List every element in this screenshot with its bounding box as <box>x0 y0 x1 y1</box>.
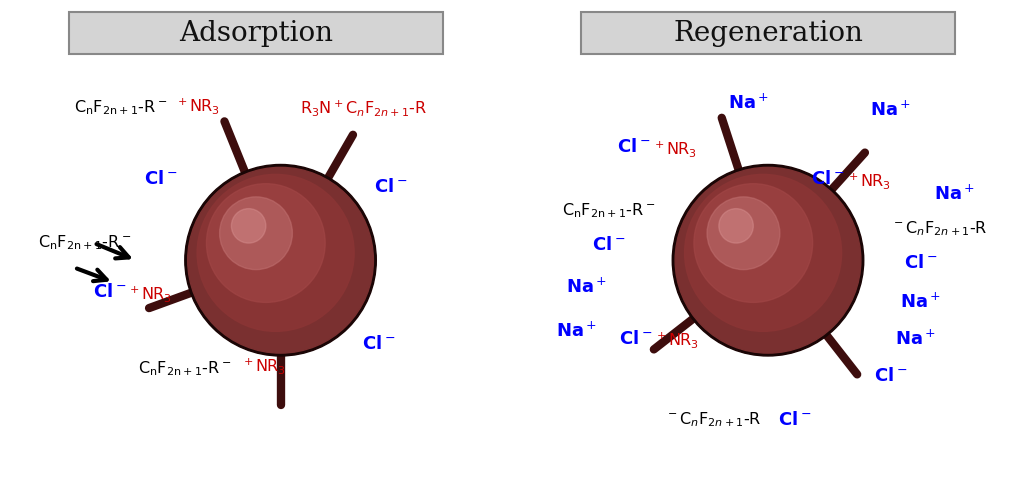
Text: Cl$^-$: Cl$^-$ <box>620 330 652 348</box>
Circle shape <box>672 164 864 356</box>
Text: Cl$^-$: Cl$^-$ <box>778 411 812 429</box>
Circle shape <box>694 184 813 302</box>
Text: Regeneration: Regeneration <box>673 20 863 47</box>
Circle shape <box>187 167 374 353</box>
Text: $\mathsf{C_nF_{2n+1}}$-R$^-$: $\mathsf{C_nF_{2n+1}}$-R$^-$ <box>75 99 168 117</box>
Text: $^+$NR$_3$: $^+$NR$_3$ <box>654 330 699 350</box>
Circle shape <box>184 164 376 356</box>
Text: Na$^+$: Na$^+$ <box>566 277 607 297</box>
Circle shape <box>198 174 354 331</box>
Text: Cl$^-$: Cl$^-$ <box>143 170 177 188</box>
Text: R$_3$N$^+$C$_n$F$_{2n+1}$-R: R$_3$N$^+$C$_n$F$_{2n+1}$-R <box>300 98 428 118</box>
Text: $^-$C$_n$F$_{2n+1}$-R: $^-$C$_n$F$_{2n+1}$-R <box>891 219 987 238</box>
Text: Na$^+$: Na$^+$ <box>900 292 941 312</box>
Text: Cl$^-$: Cl$^-$ <box>92 283 126 301</box>
Circle shape <box>685 174 842 331</box>
Text: Na$^+$: Na$^+$ <box>934 184 975 204</box>
Text: $^+$NR$_3$: $^+$NR$_3$ <box>651 139 696 159</box>
Text: $^+$NR$_3$: $^+$NR$_3$ <box>175 96 220 115</box>
Text: Na$^+$: Na$^+$ <box>870 101 911 120</box>
FancyBboxPatch shape <box>70 12 442 54</box>
Text: Adsorption: Adsorption <box>179 20 333 47</box>
Text: $^+$NR$_3$: $^+$NR$_3$ <box>846 171 891 191</box>
Text: Cl$^-$: Cl$^-$ <box>616 138 650 156</box>
FancyBboxPatch shape <box>582 12 954 54</box>
Circle shape <box>675 167 861 353</box>
Text: Na$^+$: Na$^+$ <box>895 329 936 349</box>
Text: Na$^+$: Na$^+$ <box>728 93 769 113</box>
Text: Cl$^-$: Cl$^-$ <box>592 237 625 254</box>
Text: Cl$^-$: Cl$^-$ <box>903 254 937 272</box>
Circle shape <box>719 209 754 243</box>
Text: Cl$^-$: Cl$^-$ <box>362 335 395 353</box>
Text: Cl$^-$: Cl$^-$ <box>811 170 844 188</box>
Text: $\mathsf{C_nF_{2n+1}}$-R$^-$: $\mathsf{C_nF_{2n+1}}$-R$^-$ <box>38 234 131 252</box>
Text: Na$^+$: Na$^+$ <box>556 322 597 341</box>
Text: $^+$NR$_3$: $^+$NR$_3$ <box>242 356 287 376</box>
Text: $\mathsf{C_nF_{2n+1}}$-R$^-$: $\mathsf{C_nF_{2n+1}}$-R$^-$ <box>138 359 231 378</box>
Text: Cl$^-$: Cl$^-$ <box>874 367 907 384</box>
Text: Cl$^-$: Cl$^-$ <box>375 178 408 195</box>
Text: $^+$NR$_3$: $^+$NR$_3$ <box>127 284 172 303</box>
Circle shape <box>231 209 266 243</box>
Circle shape <box>207 184 326 302</box>
Text: $^-$C$_n$F$_{2n+1}$-R: $^-$C$_n$F$_{2n+1}$-R <box>665 410 762 429</box>
Text: $\mathsf{C_nF_{2n+1}}$-R$^-$: $\mathsf{C_nF_{2n+1}}$-R$^-$ <box>562 202 655 220</box>
Circle shape <box>707 197 780 270</box>
Circle shape <box>219 197 293 270</box>
